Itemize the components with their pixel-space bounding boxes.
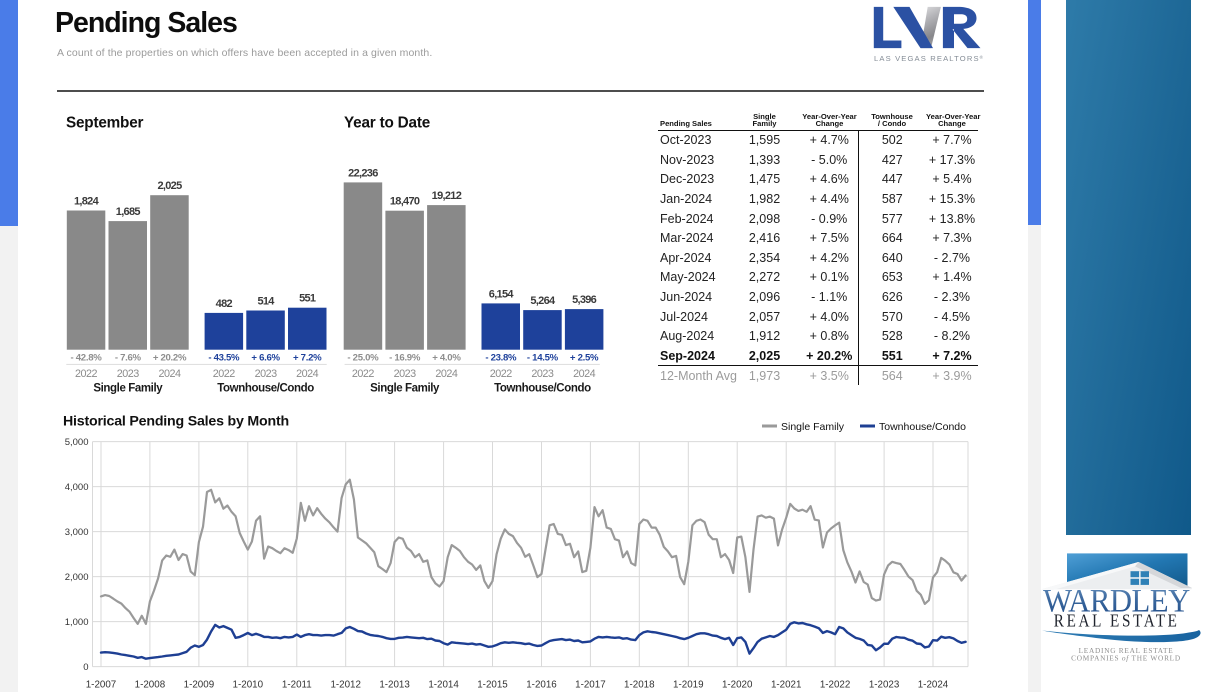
svg-text:+ 20.2%: + 20.2% <box>153 352 187 363</box>
svg-text:2024: 2024 <box>573 368 596 380</box>
svg-text:2,025: 2,025 <box>157 180 182 192</box>
svg-text:1-2019: 1-2019 <box>673 680 704 691</box>
svg-text:1,824: 1,824 <box>74 196 100 208</box>
svg-text:2022: 2022 <box>213 368 236 380</box>
svg-text:482: 482 <box>216 298 233 310</box>
svg-text:COMPANIES of THE WORLD: COMPANIES of THE WORLD <box>1071 654 1181 663</box>
svg-text:2024: 2024 <box>296 368 319 380</box>
svg-text:- 14.5%: - 14.5% <box>527 352 559 363</box>
svg-text:1-2012: 1-2012 <box>330 680 361 691</box>
svg-text:1-2010: 1-2010 <box>233 680 264 691</box>
svg-text:2024: 2024 <box>435 368 458 380</box>
svg-text:2022: 2022 <box>75 368 98 380</box>
svg-text:6,154: 6,154 <box>489 288 515 300</box>
svg-text:22,236: 22,236 <box>348 167 378 179</box>
svg-text:1-2017: 1-2017 <box>575 680 606 691</box>
svg-text:1-2009: 1-2009 <box>184 680 215 691</box>
svg-text:- 16.9%: - 16.9% <box>389 352 421 363</box>
svg-text:1-2007: 1-2007 <box>86 680 117 691</box>
svg-text:5,000: 5,000 <box>65 437 89 448</box>
svg-text:0: 0 <box>83 662 88 673</box>
svg-text:514: 514 <box>257 296 275 308</box>
svg-text:WARDLEY: WARDLEY <box>1043 583 1190 619</box>
svg-text:1-2011: 1-2011 <box>282 680 312 691</box>
svg-text:3,000: 3,000 <box>65 527 89 538</box>
svg-text:+ 6.6%: + 6.6% <box>251 352 280 363</box>
svg-text:5,264: 5,264 <box>530 295 556 307</box>
svg-text:1-2023: 1-2023 <box>869 680 900 691</box>
svg-text:Historical Pending Sales by Mo: Historical Pending Sales by Month <box>63 413 289 429</box>
svg-text:1-2008: 1-2008 <box>135 680 166 691</box>
svg-text:Townhouse/Condo: Townhouse/Condo <box>217 382 314 394</box>
svg-text:1-2024: 1-2024 <box>918 680 949 691</box>
svg-text:1-2013: 1-2013 <box>379 680 410 691</box>
svg-text:2024: 2024 <box>158 368 181 380</box>
svg-text:4,000: 4,000 <box>65 482 89 493</box>
svg-text:18,470: 18,470 <box>390 196 420 208</box>
svg-text:- 7.6%: - 7.6% <box>115 352 142 363</box>
svg-text:2023: 2023 <box>531 368 554 380</box>
svg-text:+ 7.2%: + 7.2% <box>293 352 322 363</box>
svg-text:2022: 2022 <box>352 368 375 380</box>
svg-text:1,000: 1,000 <box>65 617 89 628</box>
svg-text:1-2020: 1-2020 <box>722 680 753 691</box>
svg-text:Single Family: Single Family <box>370 382 440 394</box>
svg-text:+ 2.5%: + 2.5% <box>570 352 599 363</box>
svg-text:1-2018: 1-2018 <box>624 680 655 691</box>
svg-text:2022: 2022 <box>490 368 513 380</box>
svg-text:1-2021: 1-2021 <box>771 680 802 691</box>
svg-text:Single Family: Single Family <box>93 382 163 394</box>
svg-text:- 23.8%: - 23.8% <box>485 352 517 363</box>
svg-text:- 43.5%: - 43.5% <box>208 352 240 363</box>
svg-text:19,212: 19,212 <box>432 190 462 202</box>
svg-text:REAL ESTATE: REAL ESTATE <box>1054 610 1180 630</box>
svg-text:2023: 2023 <box>394 368 417 380</box>
svg-text:LAS VEGAS REALTORS®: LAS VEGAS REALTORS® <box>874 54 984 63</box>
svg-text:1-2014: 1-2014 <box>428 680 459 691</box>
svg-text:September: September <box>66 114 144 131</box>
svg-text:1,685: 1,685 <box>116 206 141 218</box>
svg-text:551: 551 <box>299 293 316 305</box>
svg-text:- 42.8%: - 42.8% <box>71 352 103 363</box>
svg-text:+ 4.0%: + 4.0% <box>432 352 461 363</box>
svg-text:2023: 2023 <box>117 368 140 380</box>
svg-text:2023: 2023 <box>255 368 278 380</box>
svg-text:1-2016: 1-2016 <box>526 680 557 691</box>
svg-text:Single Family: Single Family <box>781 421 845 433</box>
svg-text:2,000: 2,000 <box>65 572 89 583</box>
svg-text:LEADING REAL ESTATE: LEADING REAL ESTATE <box>1079 646 1174 655</box>
svg-text:Townhouse/Condo: Townhouse/Condo <box>879 421 966 433</box>
svg-text:1-2022: 1-2022 <box>820 680 851 691</box>
svg-text:5,396: 5,396 <box>572 294 597 306</box>
svg-text:- 25.0%: - 25.0% <box>347 352 379 363</box>
svg-text:1-2015: 1-2015 <box>477 680 508 691</box>
svg-text:Townhouse/Condo: Townhouse/Condo <box>494 382 591 394</box>
svg-text:Year to Date: Year to Date <box>344 114 430 131</box>
